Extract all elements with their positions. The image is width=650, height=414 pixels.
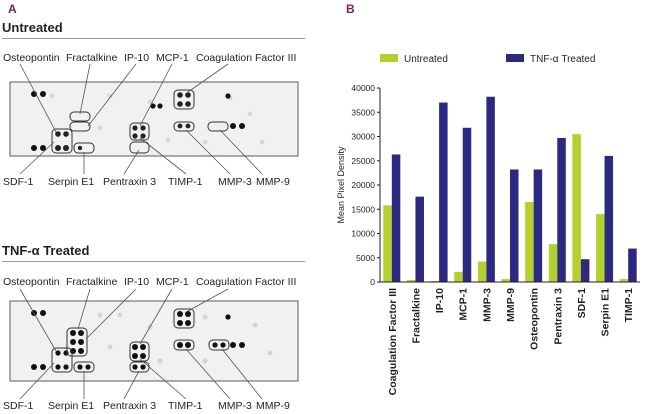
y-tick-label: 30000 [351,132,375,142]
blot-label-mmp-3: MMP-3 [218,176,252,188]
blot-label-fractalkine: Fractalkine [66,52,118,64]
bar-tnf-treated-mcp-1 [462,127,472,283]
bar-untreated-serpin-e1 [596,214,605,282]
section-divider [2,261,305,262]
blot-label-fractalkine: Fractalkine [66,276,118,288]
y-tick-label: 35000 [351,107,375,117]
section-divider [2,38,305,39]
blot-label-timp-1: TIMP-1 [168,176,203,188]
x-tick-label: Osteopontin [529,288,541,350]
blot-label-sdf-1: SDF-1 [3,176,34,188]
y-tick-label: 20000 [351,180,375,190]
blot-label-ip-10: IP-10 [124,276,150,288]
chart-legend: Untreated TNF-α Treated [380,54,595,65]
blot-label-sdf-1: SDF-1 [3,400,34,412]
y-tick-label: 40000 [351,83,375,93]
blot-label-serpin-e1: Serpin E1 [48,176,95,188]
bar-tnf-treated-coagulation-factor-iii [391,154,401,282]
bar-untreated-osteopontin [525,201,534,282]
blot-label-serpin-e1: Serpin E1 [48,400,95,412]
bar-chart: Untreated TNF-α Treated 0 5000 10000 15000 20… [336,54,640,395]
legend-swatch-untreated [380,54,398,62]
blot-label-pentraxin-3: Pentraxin 3 [103,400,157,412]
y-tick-label: 25000 [351,156,375,166]
x-tick-label: IP-10 [434,288,446,313]
x-tick-label: Serpin E1 [600,288,612,337]
x-tick-label: TIMP-1 [623,288,635,323]
blot-label-mmp-9: MMP-9 [256,400,290,412]
x-tick-label: SDF-1 [576,288,588,318]
blot-title-treated: TNF-α Treated [2,243,90,258]
y-tick-label: 15000 [351,204,375,214]
bar-tnf-treated-serpin-e1 [604,155,614,282]
blot-title-untreated: Untreated [2,20,63,35]
bar-tnf-treated-osteopontin [533,169,543,282]
bar-tnf-treated-mmp-3 [486,96,495,282]
bar-tnf-treated-timp-1 [628,248,637,282]
chart-bars [383,96,637,283]
y-axis: 0 5000 10000 15000 20000 25000 30000 35000 40000… [336,83,381,287]
bar-untreated-sdf-1 [572,134,581,282]
bar-tnf-treated-mmp-9 [510,169,519,282]
bar-untreated-mcp-1 [454,271,463,282]
legend-label-tnf-treated: TNF-α Treated [530,54,595,65]
panel-letter-a: A [8,2,17,16]
bar-untreated-mmp-9 [501,279,510,282]
x-tick-label: MCP-1 [458,288,470,321]
y-tick-label: 10000 [351,229,375,239]
x-tick-label: Pentraxin 3 [552,288,564,345]
blot-label-osteopontin: Osteopontin [3,276,60,288]
bar-untreated-timp-1 [619,279,629,282]
x-tick-label: Fractalkine [410,288,422,344]
x-tick-label: Coagulation Factor III [387,288,399,395]
bar-untreated-fractalkine [406,280,416,282]
x-tick-label: MMP-9 [505,288,517,322]
x-tick-label: MMP-3 [481,288,493,322]
bar-untreated-coagulation-factor-iii [383,205,392,282]
blot-label-pentraxin-3: Pentraxin 3 [103,176,157,188]
legend-swatch-tnf-treated [506,54,524,62]
panel-letter-b: B [346,2,355,16]
blot-label-mcp-1: MCP-1 [156,52,189,64]
blot-label-mmp-3: MMP-3 [218,400,252,412]
bar-tnf-treated-ip-10 [439,102,448,282]
blot-label-coagulation-factor-iii: Coagulation Factor III [196,52,297,64]
bar-tnf-treated-fractalkine [415,196,424,282]
legend-label-untreated: Untreated [404,54,448,65]
blot-label-mmp-9: MMP-9 [256,176,290,188]
blot-membrane-untreated [9,63,299,175]
blot-label-mcp-1: MCP-1 [156,276,189,288]
blot-label-osteopontin: Osteopontin [3,52,60,64]
blot-label-ip-10: IP-10 [124,52,150,64]
blot-membrane-treated [9,288,299,400]
x-axis: Coagulation Factor III Fractalkine IP-10 MC… [380,281,640,395]
y-tick-label: 0 [370,277,375,287]
y-tick-label: 5000 [356,253,375,263]
bar-untreated-pentraxin-3 [548,244,558,282]
blot-label-timp-1: TIMP-1 [168,400,203,412]
bar-tnf-treated-pentraxin-3 [557,137,566,282]
blot-label-coagulation-factor-iii: Coagulation Factor III [196,276,297,288]
bar-tnf-treated-sdf-1 [580,259,590,282]
y-axis-title: Mean Pixel Density [336,146,346,224]
bar-untreated-mmp-3 [477,261,487,282]
